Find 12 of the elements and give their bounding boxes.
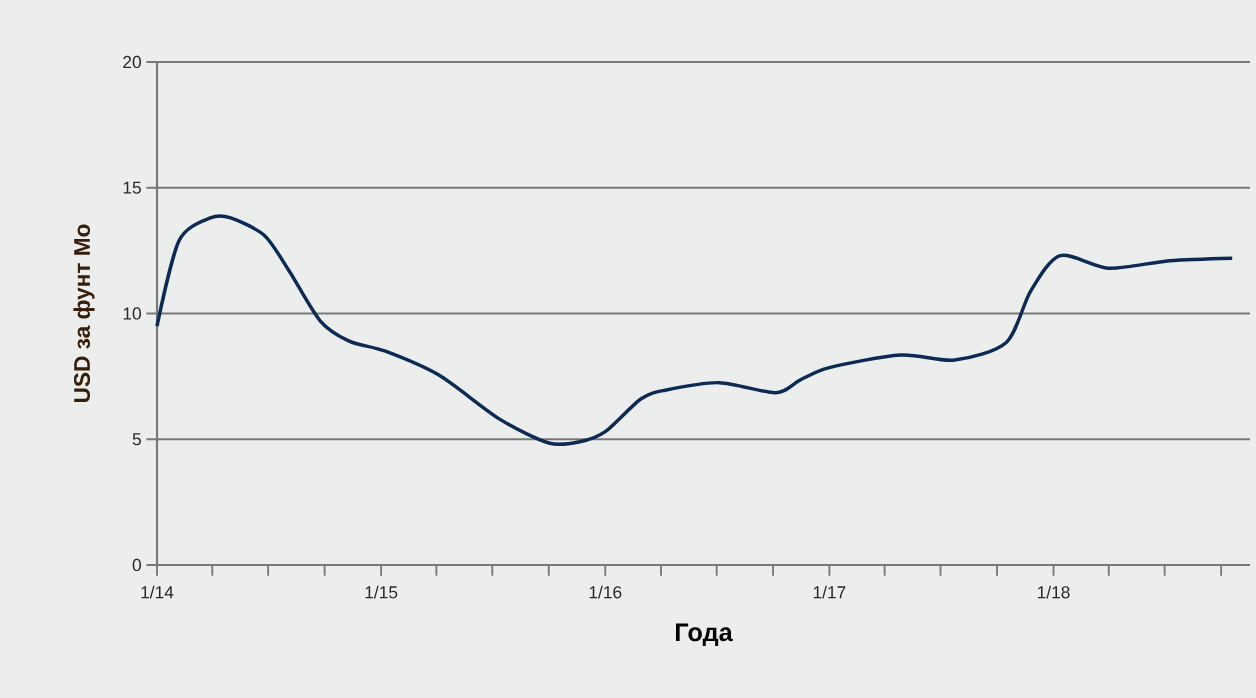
x-tick-label: 1/17 — [813, 585, 846, 599]
x-tick-label: 1/14 — [141, 585, 174, 599]
x-tick-label: 1/16 — [589, 585, 622, 599]
y-axis-title: USD за фунт Mo — [73, 224, 95, 403]
y-tick-label: 0 — [132, 558, 141, 572]
y-tick-label: 5 — [132, 433, 141, 446]
x-tick-label: 1/18 — [1037, 585, 1070, 599]
y-tick-label: 20 — [123, 55, 141, 69]
y-tick-label: 15 — [123, 181, 141, 194]
y-tick-label: 10 — [123, 307, 141, 320]
x-tick-label: 1/15 — [365, 585, 398, 599]
x-axis-title: Года — [676, 623, 733, 647]
